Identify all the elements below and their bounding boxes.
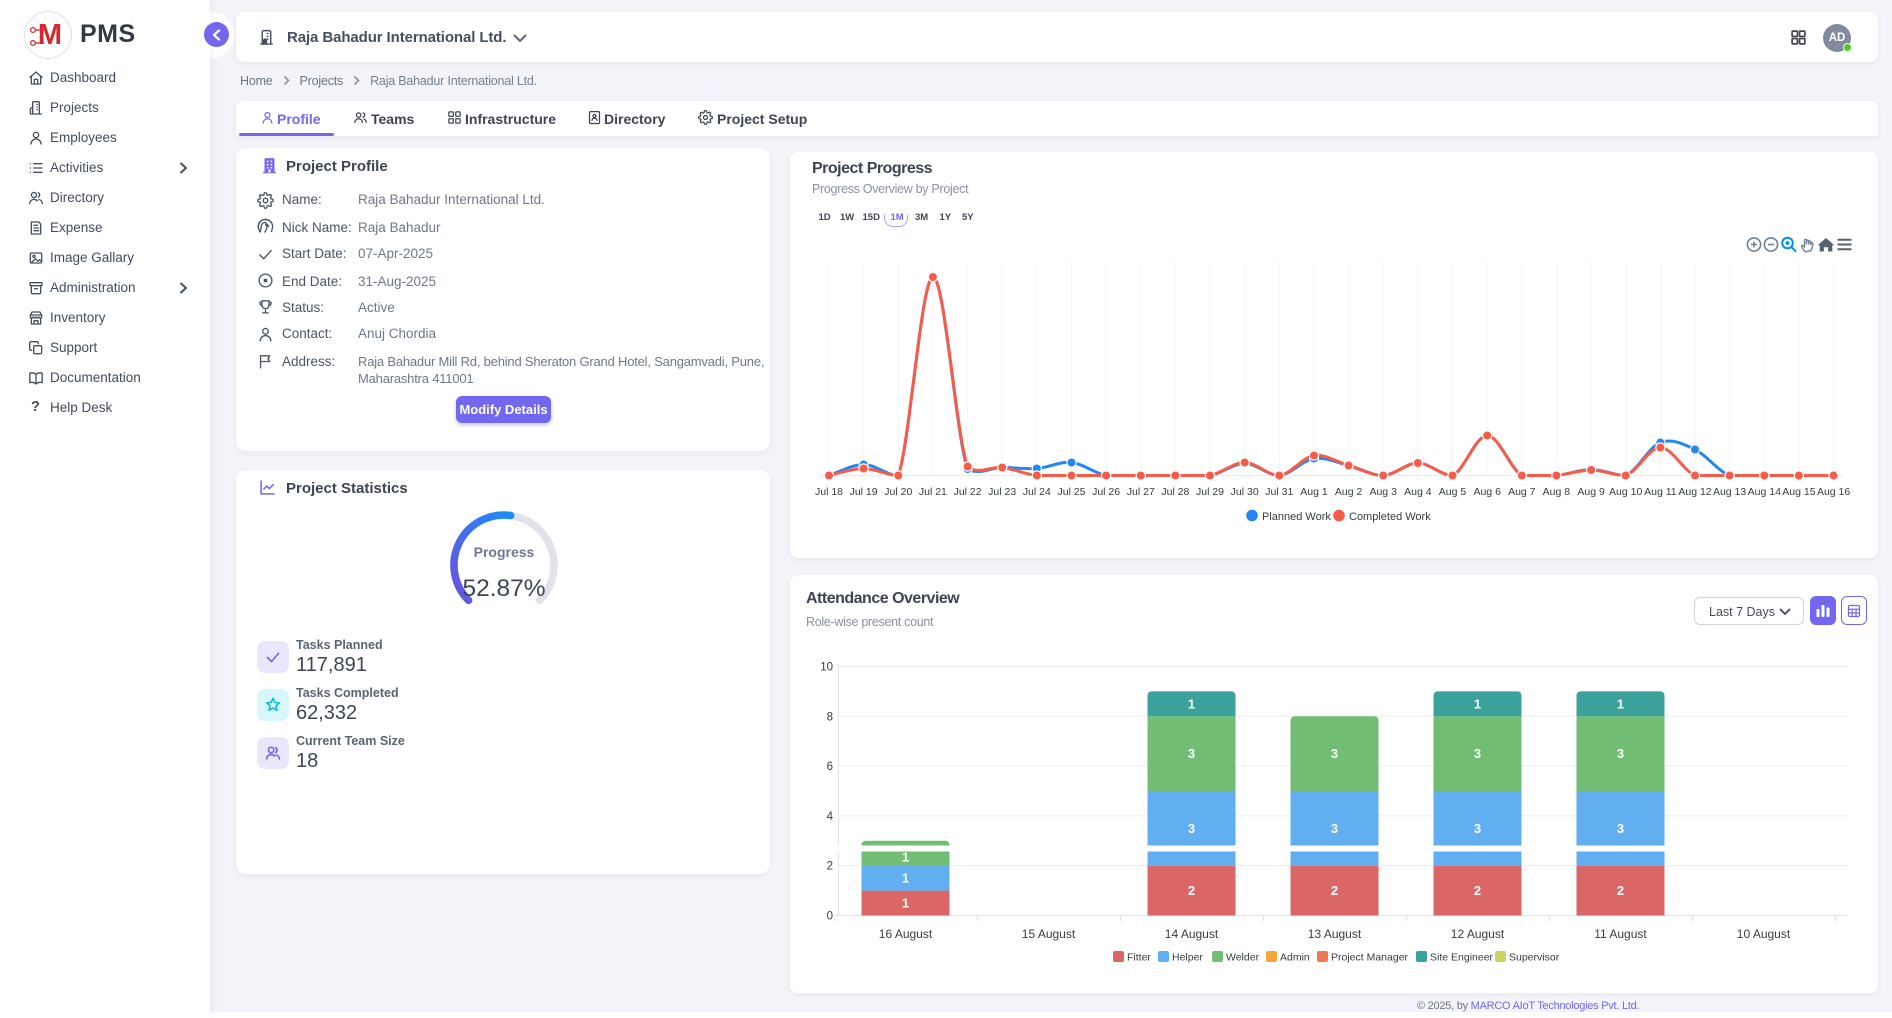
svg-text:Site Engineer: Site Engineer	[1430, 952, 1494, 964]
svg-text:Jul 25: Jul 25	[1057, 486, 1085, 498]
svg-text:6: 6	[827, 761, 833, 773]
svg-text:10 August: 10 August	[1737, 927, 1791, 941]
svg-text:Aug 1: Aug 1	[1300, 486, 1328, 498]
svg-text:Jul 21: Jul 21	[919, 486, 947, 498]
svg-text:Jul 28: Jul 28	[1161, 486, 1189, 498]
svg-text:14 August: 14 August	[1165, 927, 1219, 941]
svg-text:Aug 8: Aug 8	[1543, 486, 1571, 498]
svg-text:2: 2	[1474, 883, 1481, 898]
svg-text:Admin: Admin	[1280, 952, 1310, 964]
svg-text:Jul 29: Jul 29	[1196, 486, 1224, 498]
svg-text:1: 1	[1474, 696, 1481, 711]
svg-text:2: 2	[827, 861, 833, 873]
svg-text:Aug 7: Aug 7	[1508, 486, 1536, 498]
svg-text:Fitter: Fitter	[1127, 952, 1151, 964]
svg-text:3: 3	[1474, 821, 1481, 836]
svg-text:1: 1	[902, 896, 909, 911]
svg-text:Aug 10: Aug 10	[1609, 486, 1642, 498]
svg-text:15 August: 15 August	[1022, 927, 1076, 941]
svg-text:Aug 13: Aug 13	[1713, 486, 1746, 498]
svg-text:Aug 15: Aug 15	[1782, 486, 1815, 498]
svg-text:Aug 6: Aug 6	[1473, 486, 1501, 498]
svg-text:Jul 19: Jul 19	[850, 486, 878, 498]
svg-text:2: 2	[1188, 883, 1195, 898]
svg-text:3: 3	[1617, 821, 1624, 836]
svg-text:10: 10	[820, 662, 833, 674]
svg-text:2: 2	[1331, 883, 1338, 898]
svg-text:3: 3	[1188, 746, 1195, 761]
svg-text:Jul 27: Jul 27	[1127, 486, 1155, 498]
svg-text:Aug 5: Aug 5	[1439, 486, 1467, 498]
svg-text:Aug 12: Aug 12	[1678, 486, 1711, 498]
svg-text:Helper: Helper	[1172, 952, 1203, 964]
svg-text:11 August: 11 August	[1594, 927, 1647, 941]
svg-text:Aug 16: Aug 16	[1817, 486, 1850, 498]
svg-text:8: 8	[827, 711, 833, 723]
svg-text:3: 3	[1331, 821, 1338, 836]
svg-text:Jul 26: Jul 26	[1092, 486, 1120, 498]
svg-text:1: 1	[1617, 696, 1624, 711]
svg-text:0: 0	[827, 911, 833, 923]
svg-text:Jul 23: Jul 23	[988, 486, 1016, 498]
svg-text:Completed Work: Completed Work	[1349, 511, 1431, 523]
svg-text:3: 3	[1617, 746, 1624, 761]
svg-text:Planned Work: Planned Work	[1262, 511, 1331, 523]
svg-text:Jul 20: Jul 20	[884, 486, 912, 498]
svg-text:Aug 2: Aug 2	[1335, 486, 1363, 498]
svg-text:1: 1	[902, 850, 909, 865]
svg-text:Aug 9: Aug 9	[1577, 486, 1605, 498]
svg-text:Jul 22: Jul 22	[954, 486, 982, 498]
svg-text:Jul 30: Jul 30	[1231, 486, 1259, 498]
svg-text:Supervisor: Supervisor	[1509, 952, 1560, 964]
svg-text:3: 3	[1474, 746, 1481, 761]
svg-text:12 August: 12 August	[1451, 927, 1505, 941]
svg-text:13 August: 13 August	[1308, 927, 1362, 941]
svg-text:16 August: 16 August	[879, 927, 933, 941]
svg-text:Project Manager: Project Manager	[1331, 952, 1409, 964]
svg-text:3: 3	[1188, 821, 1195, 836]
svg-text:Welder: Welder	[1226, 952, 1260, 964]
svg-text:Jul 31: Jul 31	[1265, 486, 1293, 498]
svg-text:2: 2	[1617, 883, 1624, 898]
svg-text:Aug 11: Aug 11	[1644, 486, 1677, 498]
svg-text:4: 4	[827, 811, 834, 823]
svg-text:Aug 3: Aug 3	[1369, 486, 1397, 498]
svg-text:1: 1	[1188, 696, 1195, 711]
svg-text:Aug 4: Aug 4	[1404, 486, 1432, 498]
svg-text:Aug 14: Aug 14	[1748, 486, 1781, 498]
svg-text:3: 3	[1331, 746, 1338, 761]
svg-text:1: 1	[902, 871, 909, 886]
svg-text:Jul 18: Jul 18	[815, 486, 843, 498]
svg-text:Jul 24: Jul 24	[1023, 486, 1051, 498]
